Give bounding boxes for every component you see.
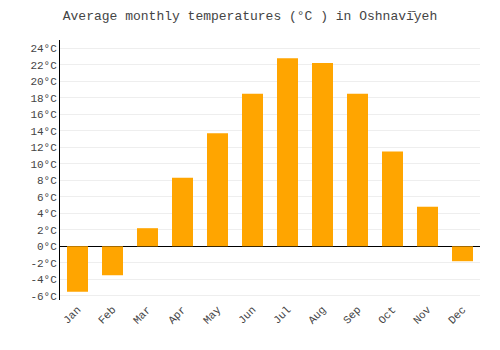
svg-text:Oct: Oct — [376, 304, 398, 326]
svg-text:Jun: Jun — [236, 304, 258, 326]
svg-text:Jan: Jan — [61, 304, 83, 326]
svg-text:-6°C: -6°C — [30, 291, 57, 303]
svg-text:8°C: 8°C — [37, 175, 57, 187]
svg-text:14°C: 14°C — [30, 126, 57, 138]
svg-text:2°C: 2°C — [37, 225, 57, 237]
svg-text:12°C: 12°C — [30, 142, 57, 154]
svg-text:24°C: 24°C — [30, 43, 57, 55]
svg-text:-2°C: -2°C — [30, 258, 57, 270]
svg-text:16°C: 16°C — [30, 109, 57, 121]
svg-text:4°C: 4°C — [37, 208, 57, 220]
svg-text:Jul: Jul — [271, 304, 293, 326]
svg-text:10°C: 10°C — [30, 159, 57, 171]
svg-text:-4°C: -4°C — [30, 274, 57, 286]
svg-text:Apr: Apr — [166, 304, 188, 326]
svg-text:Average monthly temperatures (: Average monthly temperatures (°C ) in Os… — [63, 9, 437, 24]
svg-text:0°C: 0°C — [37, 241, 57, 253]
svg-text:Aug: Aug — [306, 304, 328, 326]
svg-text:22°C: 22°C — [30, 60, 57, 72]
svg-text:Mar: Mar — [131, 304, 153, 326]
svg-text:Nov: Nov — [411, 304, 434, 327]
svg-text:Dec: Dec — [446, 304, 468, 326]
svg-text:May: May — [201, 304, 224, 327]
svg-text:6°C: 6°C — [37, 192, 57, 204]
svg-text:Sep: Sep — [341, 304, 363, 326]
svg-text:18°C: 18°C — [30, 93, 57, 105]
svg-text:20°C: 20°C — [30, 76, 57, 88]
svg-text:Feb: Feb — [96, 304, 118, 326]
